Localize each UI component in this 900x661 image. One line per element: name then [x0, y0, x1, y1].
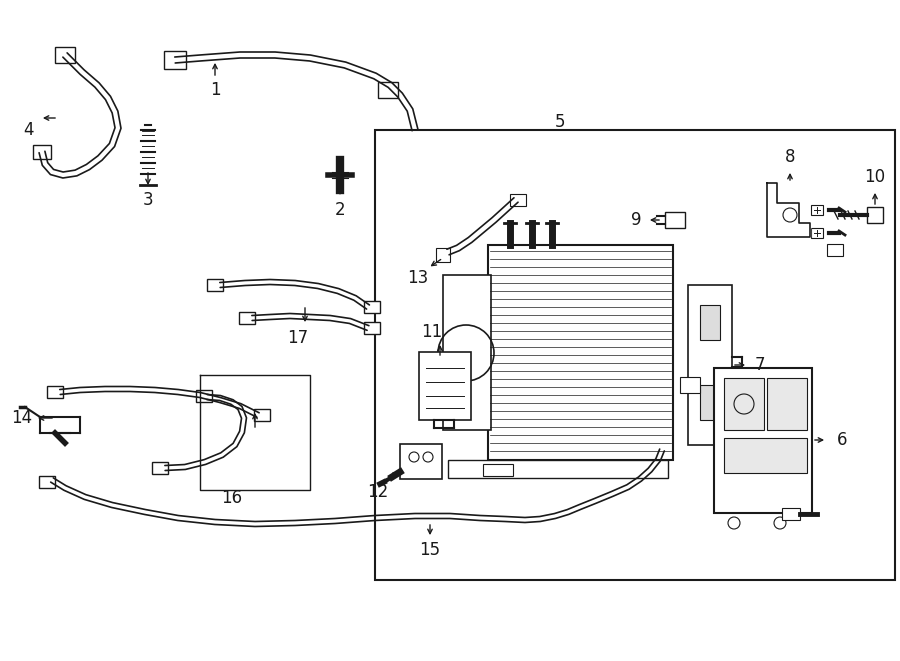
- Bar: [207, 279, 223, 291]
- Bar: [400, 444, 442, 479]
- Bar: [811, 205, 823, 215]
- Bar: [483, 464, 513, 476]
- Bar: [419, 352, 471, 420]
- Text: 14: 14: [12, 409, 32, 427]
- Text: 4: 4: [22, 121, 33, 139]
- Text: 13: 13: [408, 269, 428, 287]
- Text: 2: 2: [335, 201, 346, 219]
- Bar: [700, 385, 720, 420]
- Bar: [714, 368, 812, 513]
- Bar: [665, 212, 685, 228]
- Text: 11: 11: [421, 323, 443, 341]
- Text: 5: 5: [554, 113, 565, 131]
- Text: 17: 17: [287, 329, 309, 347]
- Bar: [436, 248, 450, 262]
- Bar: [782, 508, 800, 520]
- Bar: [655, 446, 671, 458]
- Bar: [827, 244, 843, 256]
- Bar: [448, 460, 668, 478]
- Bar: [510, 194, 526, 206]
- Text: 9: 9: [631, 211, 641, 229]
- Text: 3: 3: [143, 191, 153, 209]
- Bar: [680, 377, 700, 393]
- Bar: [196, 390, 212, 402]
- Text: 7: 7: [755, 356, 765, 374]
- Bar: [55, 47, 75, 63]
- Bar: [364, 322, 380, 334]
- Bar: [811, 228, 823, 238]
- Bar: [375, 130, 895, 580]
- Text: 15: 15: [419, 541, 441, 559]
- Polygon shape: [767, 183, 810, 237]
- Text: 10: 10: [864, 168, 886, 186]
- Bar: [152, 462, 168, 474]
- Bar: [688, 285, 732, 445]
- Bar: [239, 312, 255, 324]
- Bar: [767, 378, 807, 430]
- Bar: [378, 82, 398, 98]
- Bar: [47, 386, 63, 398]
- Text: 6: 6: [837, 431, 847, 449]
- Text: 8: 8: [785, 148, 796, 166]
- Bar: [33, 145, 51, 159]
- Bar: [254, 409, 270, 421]
- Bar: [443, 275, 491, 430]
- Bar: [724, 378, 764, 430]
- Bar: [39, 476, 55, 488]
- Bar: [867, 207, 883, 223]
- Text: 12: 12: [367, 483, 389, 501]
- Bar: [364, 301, 380, 313]
- Bar: [164, 51, 186, 69]
- Text: 1: 1: [210, 81, 220, 99]
- Bar: [488, 245, 673, 460]
- Bar: [700, 305, 720, 340]
- Text: 16: 16: [221, 489, 243, 507]
- Bar: [724, 438, 807, 473]
